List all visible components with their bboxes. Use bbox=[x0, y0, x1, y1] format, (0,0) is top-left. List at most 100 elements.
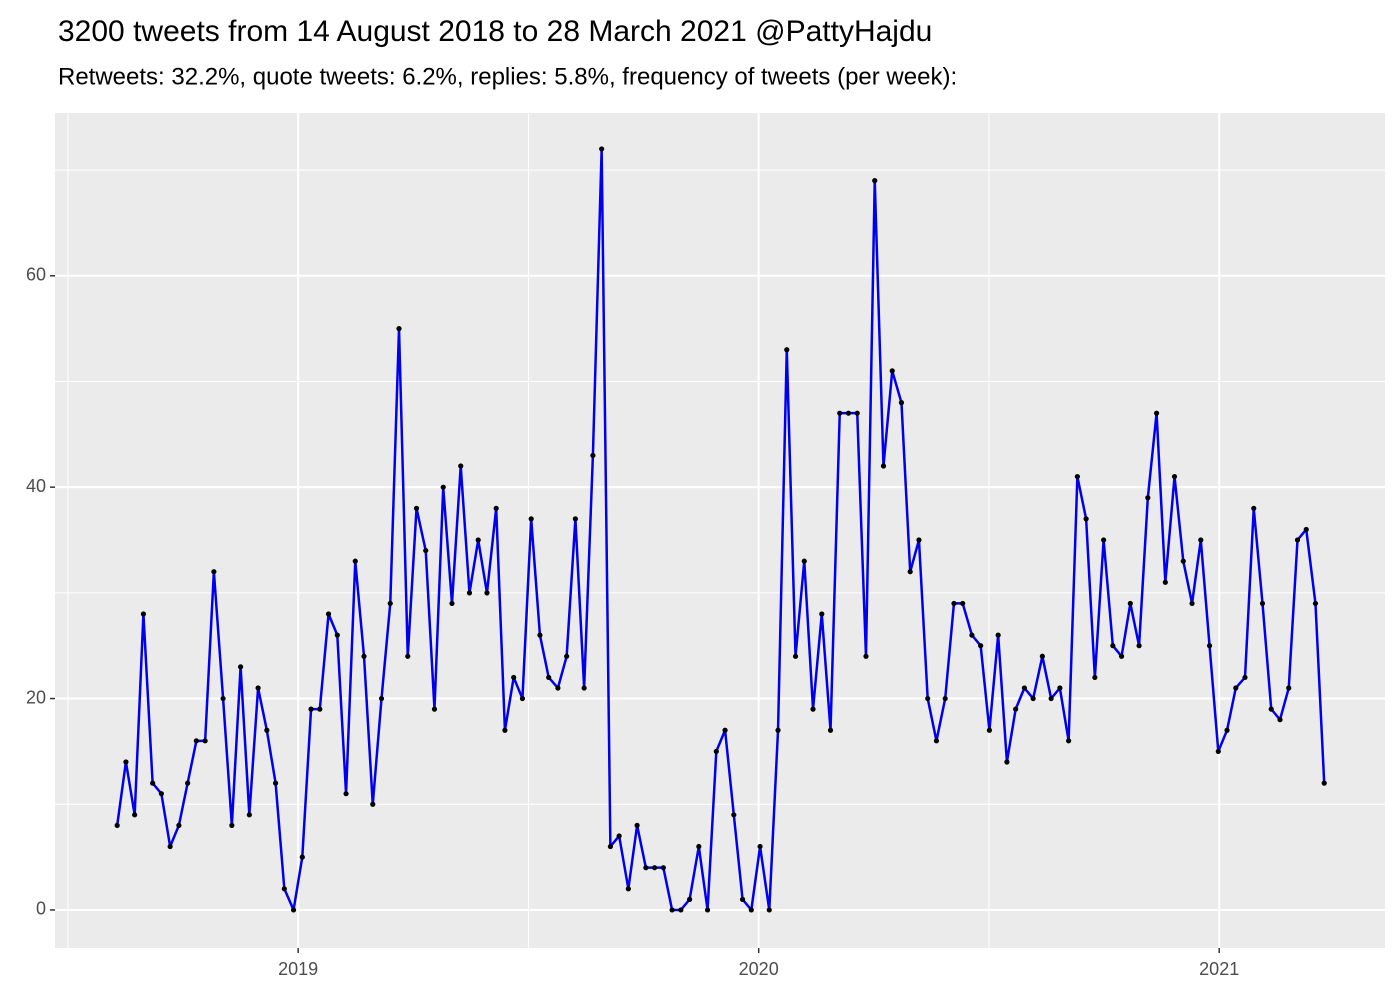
data-point bbox=[440, 484, 446, 490]
data-point bbox=[1048, 695, 1054, 702]
data-point bbox=[872, 178, 878, 184]
data-point bbox=[1083, 516, 1089, 522]
data-point bbox=[696, 843, 702, 850]
chart-title: 3200 tweets from 14 August 2018 to 28 Ma… bbox=[58, 15, 932, 48]
data-point bbox=[423, 547, 429, 554]
data-point bbox=[1039, 653, 1045, 659]
data-point bbox=[114, 822, 120, 828]
data-point bbox=[361, 653, 367, 659]
data-point bbox=[1162, 579, 1168, 585]
y-tick-label: 60 bbox=[26, 265, 46, 285]
data-point bbox=[299, 854, 305, 860]
data-point bbox=[599, 146, 605, 152]
data-point bbox=[255, 685, 261, 691]
data-point bbox=[396, 326, 402, 332]
data-point bbox=[1215, 748, 1221, 755]
data-point bbox=[123, 759, 129, 765]
data-point bbox=[272, 780, 279, 786]
data-point bbox=[854, 410, 860, 416]
data-point bbox=[158, 791, 164, 797]
data-point bbox=[1136, 643, 1142, 649]
data-point bbox=[607, 843, 613, 850]
x-tick-label: 2021 bbox=[1199, 959, 1239, 979]
data-point bbox=[281, 886, 287, 892]
y-tick-label: 20 bbox=[26, 687, 46, 707]
data-point bbox=[537, 632, 543, 638]
data-point bbox=[880, 463, 887, 469]
data-point bbox=[889, 368, 895, 374]
data-point bbox=[185, 780, 191, 786]
plot-panel bbox=[55, 113, 1385, 948]
data-point bbox=[1198, 537, 1204, 543]
data-point bbox=[652, 865, 658, 871]
data-point bbox=[519, 695, 526, 702]
data-point bbox=[378, 695, 385, 702]
data-point bbox=[969, 632, 975, 638]
y-tick-label: 40 bbox=[26, 476, 46, 496]
data-point bbox=[678, 907, 684, 913]
data-point bbox=[1118, 653, 1125, 659]
data-point bbox=[898, 400, 905, 406]
data-point bbox=[590, 452, 596, 459]
data-point bbox=[1171, 473, 1178, 480]
data-point bbox=[317, 706, 323, 712]
data-point bbox=[1233, 685, 1239, 691]
data-point bbox=[475, 537, 481, 543]
data-point bbox=[1321, 780, 1327, 786]
data-point bbox=[1180, 558, 1186, 564]
data-point bbox=[845, 410, 852, 416]
x-tick-label: 2019 bbox=[278, 959, 318, 979]
data-point bbox=[1021, 685, 1028, 691]
data-point bbox=[766, 907, 772, 913]
data-point bbox=[193, 738, 199, 744]
data-point bbox=[290, 907, 297, 913]
data-point bbox=[449, 600, 455, 607]
data-point bbox=[572, 516, 578, 522]
data-point bbox=[405, 653, 411, 659]
data-point bbox=[132, 812, 138, 818]
data-point bbox=[722, 727, 728, 733]
data-point bbox=[713, 748, 719, 755]
data-point bbox=[748, 907, 754, 913]
data-point bbox=[564, 653, 570, 659]
data-point bbox=[546, 674, 552, 681]
data-point bbox=[413, 505, 420, 511]
data-point bbox=[458, 463, 464, 469]
data-point bbox=[634, 822, 640, 828]
data-point bbox=[933, 738, 940, 744]
data-point bbox=[1030, 695, 1036, 702]
data-point bbox=[1127, 600, 1133, 607]
data-point bbox=[1277, 717, 1283, 723]
data-point bbox=[220, 695, 226, 702]
data-point bbox=[581, 685, 587, 691]
y-tick-label: 0 bbox=[36, 899, 46, 919]
data-point bbox=[978, 643, 984, 649]
data-point bbox=[1242, 674, 1248, 681]
data-point bbox=[731, 812, 737, 818]
data-point bbox=[837, 410, 843, 416]
data-point bbox=[625, 886, 631, 892]
data-point bbox=[511, 674, 517, 681]
data-point bbox=[960, 600, 966, 607]
data-point bbox=[687, 896, 693, 902]
data-point bbox=[819, 611, 825, 617]
data-point bbox=[237, 664, 244, 670]
data-point bbox=[925, 695, 931, 702]
data-point bbox=[1206, 643, 1213, 649]
data-point bbox=[951, 600, 957, 607]
data-point bbox=[466, 590, 473, 596]
data-point bbox=[1101, 537, 1107, 543]
data-point bbox=[325, 611, 332, 617]
data-point bbox=[784, 347, 790, 353]
data-point bbox=[1312, 600, 1319, 607]
data-point bbox=[757, 843, 763, 850]
data-point bbox=[739, 896, 746, 902]
data-point bbox=[669, 907, 675, 913]
data-point bbox=[1268, 706, 1274, 712]
data-point bbox=[167, 843, 173, 850]
data-point bbox=[370, 801, 376, 807]
data-point bbox=[1286, 685, 1292, 691]
data-point bbox=[1066, 738, 1072, 744]
data-point bbox=[643, 865, 649, 871]
